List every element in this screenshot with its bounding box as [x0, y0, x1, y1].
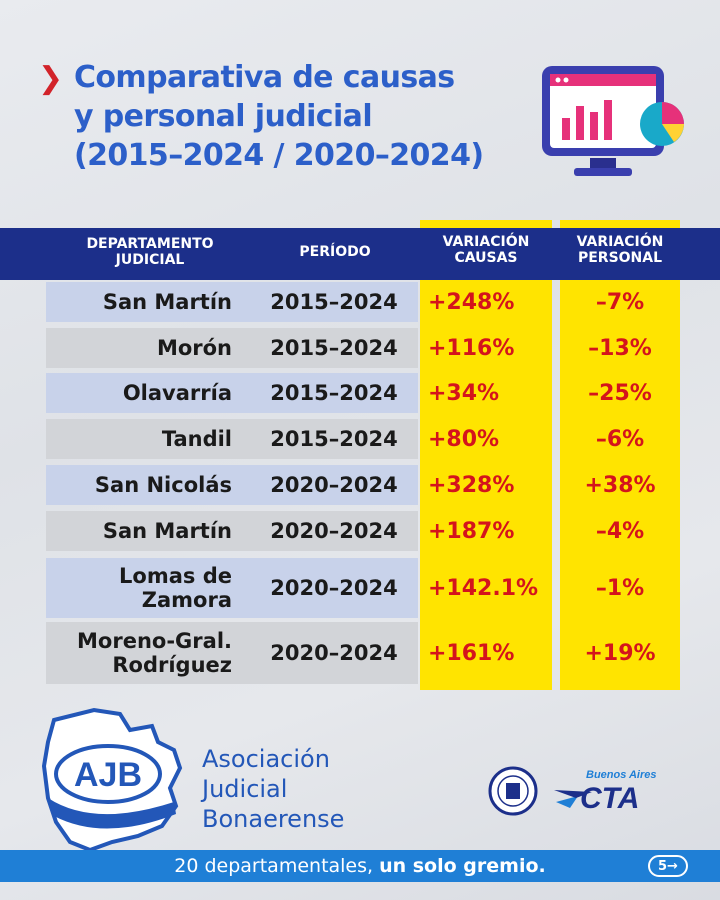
personal-cell: –7%: [595, 289, 645, 315]
personal-cell: +19%: [584, 640, 656, 666]
table-row: Moreno-Gral. Rodríguez 2020–2024 +161% +1…: [46, 622, 680, 684]
causas-cell: +80%: [428, 426, 500, 452]
dept-cell: Morón: [156, 336, 232, 360]
footer-bar: [0, 850, 720, 882]
cta-small-text: Buenos Aires: [586, 769, 657, 781]
header-personal-line1: VARIACIÓN: [576, 234, 664, 250]
dept-cell: Moreno-Gral. Rodríguez: [77, 629, 232, 677]
org-name-line3: Bonaerense: [202, 805, 345, 833]
dept-cell: Lomas de Zamora: [119, 564, 232, 612]
causas-cell: +187%: [428, 518, 515, 544]
header-causas-line1: VARIACIÓN: [442, 234, 530, 250]
dept-cell: Tandil: [161, 427, 232, 451]
dept-cell: San Nicolás: [94, 473, 232, 497]
header-variacion-personal: VARIACIÓN PERSONAL: [560, 234, 680, 266]
header-dept-line1: DEPARTAMENTO: [86, 236, 214, 252]
dept-cell: San Martín: [102, 290, 232, 314]
table-header-bar: [0, 228, 720, 280]
table-row: San Martín 2015–2024 +248% –7%: [46, 282, 680, 322]
footer-slogan: 20 departamentales, un solo gremio.: [0, 850, 720, 882]
period-cell: 2015–2024: [270, 427, 398, 451]
period-cell: 2020–2024: [270, 473, 398, 497]
cta-logo: Buenos Aires CTA: [554, 769, 657, 815]
org-name-line1: Asociación: [202, 745, 330, 773]
personal-cell: –13%: [588, 335, 652, 361]
table-row: Olavarría 2015–2024 +34% –25%: [46, 373, 680, 413]
table-row: Morón 2015–2024 +116% –13%: [46, 328, 680, 368]
dept-cell: San Martín: [102, 519, 232, 543]
footer-text-bold: un solo gremio.: [379, 855, 546, 877]
personal-highlight-column: [560, 220, 680, 690]
personal-cell: –6%: [595, 426, 645, 452]
period-cell: 2020–2024: [270, 641, 398, 665]
page-title: ❯ Comparativa de causas y personal judic…: [38, 58, 524, 175]
personal-cell: +38%: [584, 472, 656, 498]
personal-cell: –25%: [588, 380, 652, 406]
header-dept-line2: JUDICIAL: [115, 252, 185, 268]
header-causas-line2: CAUSAS: [454, 250, 518, 266]
ajb-logo: AJB: [41, 707, 183, 852]
table-row: San Nicolás 2020–2024 +328% +38%: [46, 465, 680, 505]
causas-highlight-column: [420, 220, 552, 690]
header-periodo: PERÍODO: [299, 244, 371, 260]
title-line-2: y personal judicial: [74, 99, 373, 134]
personal-cell: –1%: [595, 575, 645, 601]
footer-text-regular: 20 departamentales,: [174, 855, 374, 877]
title-line-3: (2015–2024 / 2020–2024): [74, 138, 484, 173]
header-departamento: DEPARTAMENTO JUDICIAL: [50, 236, 250, 268]
dept-cell: Olavarría: [122, 381, 232, 405]
causas-cell: +248%: [428, 289, 515, 315]
seal-icon: [488, 766, 538, 816]
computer-chart-icon: [542, 66, 684, 176]
table-row: Tandil 2015–2024 +80% –6%: [46, 419, 680, 459]
causas-cell: +34%: [428, 380, 500, 406]
organization-name: Asociación Judicial Bonaerense: [202, 744, 344, 834]
table-row: San Martín 2020–2024 +187% –4%: [46, 511, 680, 551]
header-variacion-causas: VARIACIÓN CAUSAS: [420, 234, 552, 266]
table-row: Lomas de Zamora 2020–2024 +142.1% –1%: [46, 558, 680, 618]
period-cell: 2015–2024: [270, 290, 398, 314]
causas-cell: +116%: [428, 335, 515, 361]
header-personal-line2: PERSONAL: [577, 250, 663, 266]
period-cell: 2020–2024: [270, 576, 398, 600]
period-cell: 2020–2024: [270, 519, 398, 543]
org-name-line2: Judicial: [202, 775, 288, 803]
ajb-logo-text: AJB: [74, 756, 142, 794]
title-line-1: Comparativa de causas: [74, 60, 455, 95]
chevron-right-icon: ❯: [38, 61, 64, 96]
causas-cell: +142.1%: [428, 575, 539, 601]
causas-cell: +161%: [428, 640, 515, 666]
personal-cell: –4%: [595, 518, 645, 544]
cta-text: CTA: [580, 782, 639, 815]
period-cell: 2015–2024: [270, 336, 398, 360]
period-cell: 2015–2024: [270, 381, 398, 405]
causas-cell: +328%: [428, 472, 515, 498]
next-page-button[interactable]: 5→: [648, 855, 688, 877]
